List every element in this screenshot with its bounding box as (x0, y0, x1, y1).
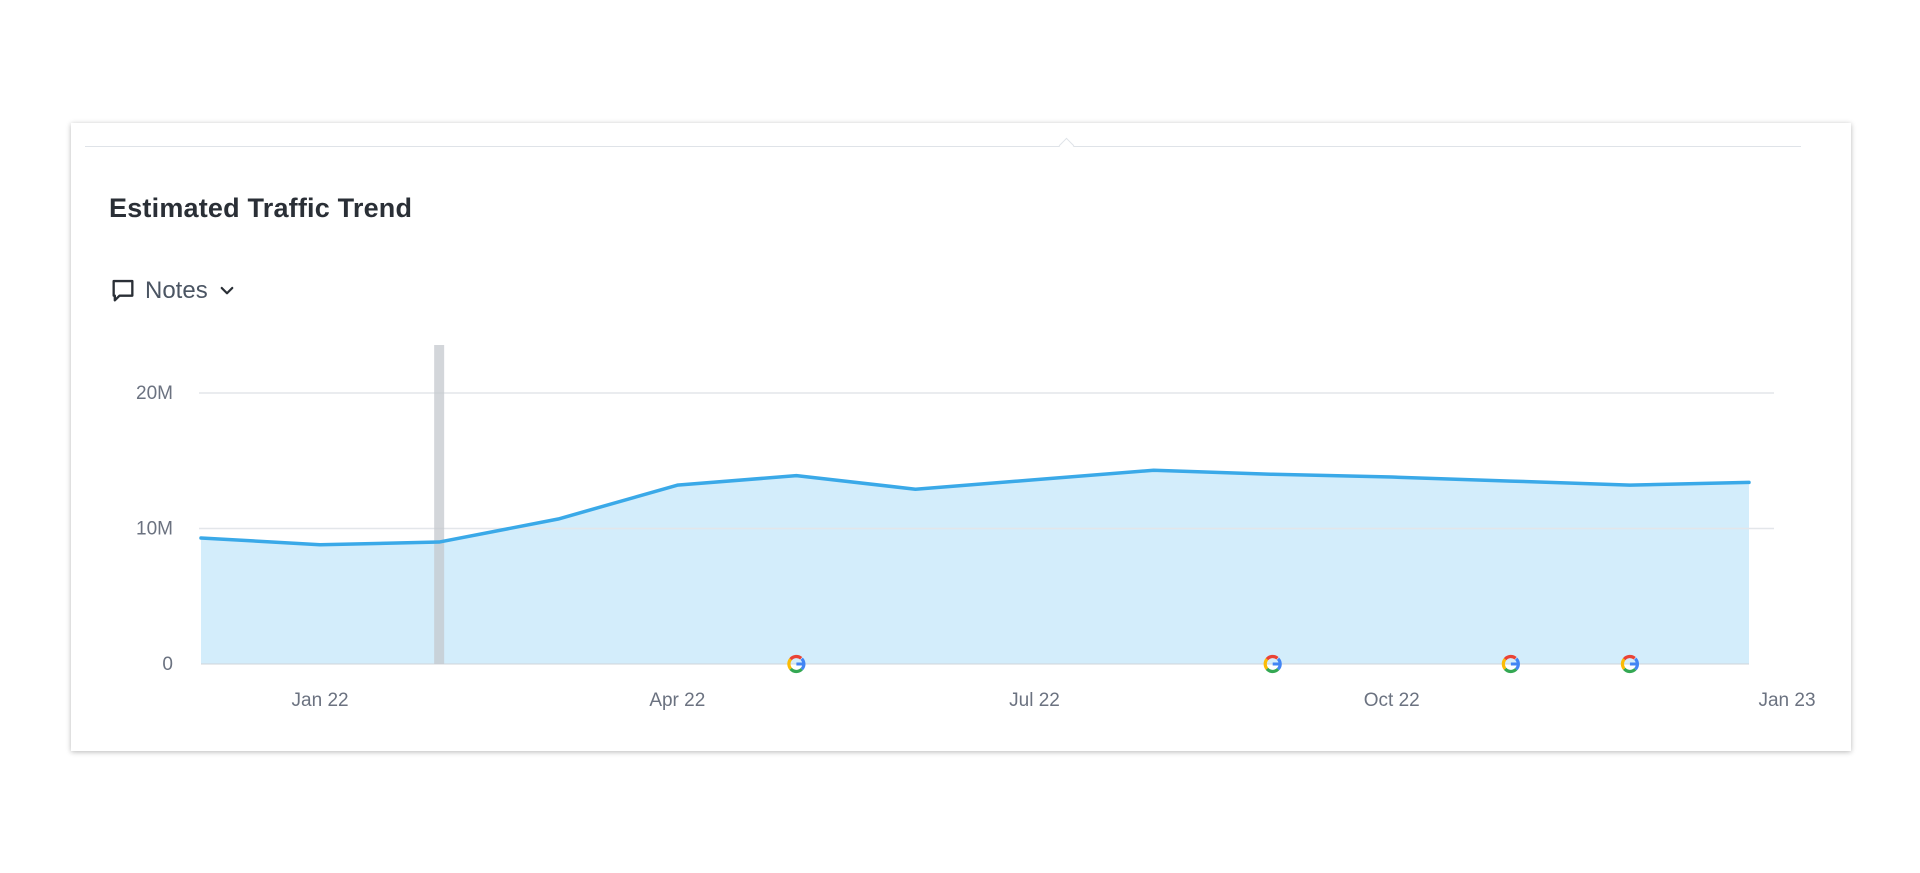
google-update-icon[interactable] (1620, 654, 1640, 674)
traffic-trend-card: Estimated Traffic Trend Notes 0 10M 20M Jan… (71, 123, 1851, 751)
hover-cursor-band (434, 345, 445, 664)
y-tick-label: 10M (136, 519, 173, 540)
y-tick-label: 0 (162, 654, 173, 675)
notes-label: Notes (145, 277, 208, 304)
google-update-icon[interactable] (1263, 654, 1282, 674)
traffic-chart[interactable]: 0 10M 20M Jan 22 Apr 22 Jul 22 Oct 22 Jan 23 (71, 123, 1851, 751)
x-tick-label: Jan 22 (292, 690, 349, 711)
y-tick-label: 20M (136, 383, 173, 404)
speech-bubble-icon (112, 279, 134, 302)
google-update-icon[interactable] (1501, 654, 1520, 674)
x-tick-label: Apr 22 (649, 690, 705, 711)
traffic-line (199, 468, 1751, 547)
google-update-icon[interactable] (787, 654, 806, 674)
notes-dropdown-button[interactable]: Notes (109, 275, 236, 307)
x-tick-label: Jul 22 (1009, 690, 1060, 711)
chevron-down-icon (220, 286, 234, 295)
card-title: Estimated Traffic Trend (109, 193, 413, 223)
x-tick-label: Oct 22 (1364, 690, 1420, 711)
traffic-area (201, 470, 1749, 664)
x-tick-label: Jan 23 (1758, 690, 1815, 711)
tab-divider (85, 146, 1801, 147)
